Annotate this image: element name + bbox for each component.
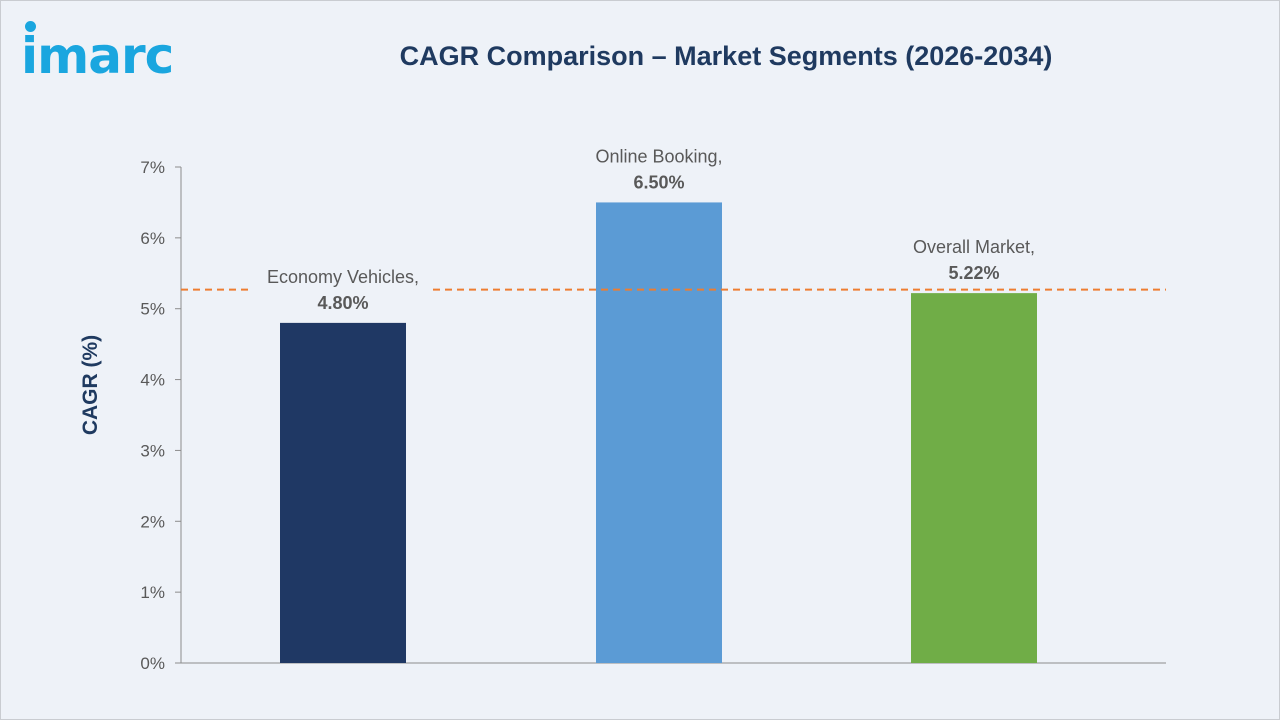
data-label-category: Overall Market,	[913, 237, 1035, 257]
y-tick-label: 1%	[140, 583, 165, 602]
logo-text: imarc	[21, 27, 174, 85]
data-label-value: 4.80%	[317, 293, 368, 313]
bar	[280, 322, 406, 663]
y-tick-label: 4%	[140, 371, 165, 390]
data-label-category: Economy Vehicles,	[267, 267, 419, 287]
data-label-background	[884, 234, 1064, 285]
y-tick-label: 3%	[140, 441, 165, 460]
logo-dot	[25, 21, 36, 32]
y-axis-title: CAGR (%)	[79, 335, 102, 435]
data-label-background	[253, 263, 433, 314]
y-tick-label: 0%	[140, 654, 165, 673]
data-label-value: 5.22%	[948, 263, 999, 283]
y-tick-label: 7%	[140, 158, 165, 177]
y-tick-label: 6%	[140, 229, 165, 248]
bar	[596, 202, 722, 663]
data-label-value: 6.50%	[633, 172, 684, 192]
y-tick-label: 2%	[140, 512, 165, 531]
chart-title: CAGR Comparison – Market Segments (2026-…	[399, 41, 1053, 71]
data-label-background	[569, 143, 749, 194]
bar	[911, 293, 1037, 663]
data-label-category: Online Booking,	[595, 146, 722, 166]
imarc-logo: imarc	[21, 15, 211, 85]
y-tick-label: 5%	[140, 300, 165, 319]
